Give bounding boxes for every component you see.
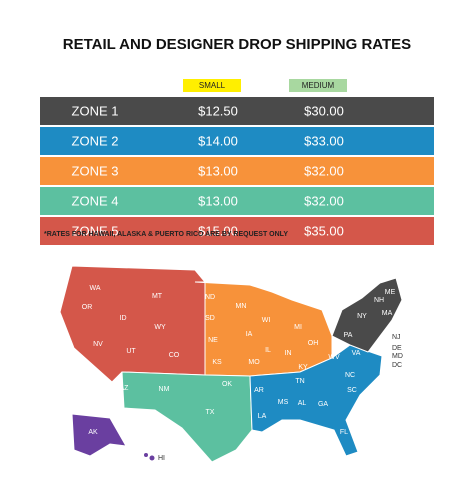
medium-header-bg [289,79,347,92]
state-label: AZ [120,385,130,392]
state-label: IL [265,347,271,354]
state-label: SC [347,387,357,394]
state-label: TN [295,378,304,385]
state-label: RI [395,325,402,332]
state-label: UT [126,348,136,355]
state-label: ID [120,315,127,322]
state-label: VT [363,285,373,292]
footnote: *RATES FOR HAWAII, ALASKA & PUERTO RICO … [44,231,288,238]
state-label: NC [345,372,355,379]
state-label: CA [61,357,71,364]
state-label: LA [258,413,267,420]
state-label: PA [344,332,353,339]
zone-3-region [194,281,333,377]
state-label: NH [374,297,384,304]
state-label: NE [208,337,218,344]
state-label: IN [285,350,292,357]
zone-label: ZONE 5 [72,223,119,238]
rate: $13.00 [198,193,238,208]
state-label: MA [382,310,393,317]
rate: $32.00 [304,193,344,208]
row-band [40,97,434,125]
alaska [71,413,127,457]
zone-label: ZONE 1 [72,103,119,118]
rate: $32.00 [304,163,344,178]
state-label: ND [205,294,215,301]
rate: $35.00 [304,223,344,238]
state-label: KS [212,359,222,366]
state-label: MT [152,293,163,300]
rate: $30.00 [304,103,344,118]
zone-label: ZONE 3 [72,163,119,178]
rate: $13.00 [198,163,238,178]
zone-label: ZONE 4 [72,193,119,208]
row-band [40,127,434,155]
state-label: DC [392,362,402,369]
state-label: NV [93,341,103,348]
column-header: MEDIUM [302,81,335,90]
rate: $12.50 [198,103,238,118]
zone-label: ZONE 2 [72,133,119,148]
state-label: MI [294,324,302,331]
state-label: TX [206,409,215,416]
state-label: HI [158,455,165,462]
state-label: OK [222,381,232,388]
state-label: WY [154,324,166,331]
state-label: CO [169,352,180,359]
rate: $14.00 [198,133,238,148]
state-label: MS [278,399,289,406]
column-header: SMALL [199,81,226,90]
state-label: NM [159,386,170,393]
state-label: SD [205,315,215,322]
state-label: VA [352,350,361,357]
state-label: NJ [392,334,401,341]
state-label: IA [246,331,253,338]
state-label: WA [89,285,100,292]
rate: $15.00 [198,223,238,238]
zone-1-region [331,277,403,353]
state-label: AK [88,429,98,436]
state-label: MO [248,359,260,366]
zone-5-region [59,265,206,383]
state-label: OH [308,340,319,347]
rate: $33.00 [304,133,344,148]
small-header-bg [183,79,241,92]
state-label: GA [318,401,328,408]
title: RETAIL AND DESIGNER DROP SHIPPING RATES [63,36,411,53]
state-label: AL [298,400,307,407]
state-label: WV [328,354,340,361]
hawaii [149,455,155,461]
rate-table: ZONE 1 $12.50 $30.00 ZONE 2 $14.00 $33.00 ZONE… [40,97,434,245]
zone-2-region [249,344,383,457]
state-label: AR [254,387,264,394]
hawaii [144,453,148,457]
state-label: FL [340,429,348,436]
state-label: NY [357,313,367,320]
row-band [40,187,434,215]
state-label: WI [262,317,271,324]
state-label: KY [298,364,308,371]
state-label: ME [385,289,396,296]
row-band [40,157,434,185]
zone-4-region [121,371,253,463]
state-label: MD [392,353,403,360]
state-label: DE [392,345,402,352]
state-label: MN [236,303,247,310]
state-label: OR [82,304,93,311]
row-band [40,217,434,245]
